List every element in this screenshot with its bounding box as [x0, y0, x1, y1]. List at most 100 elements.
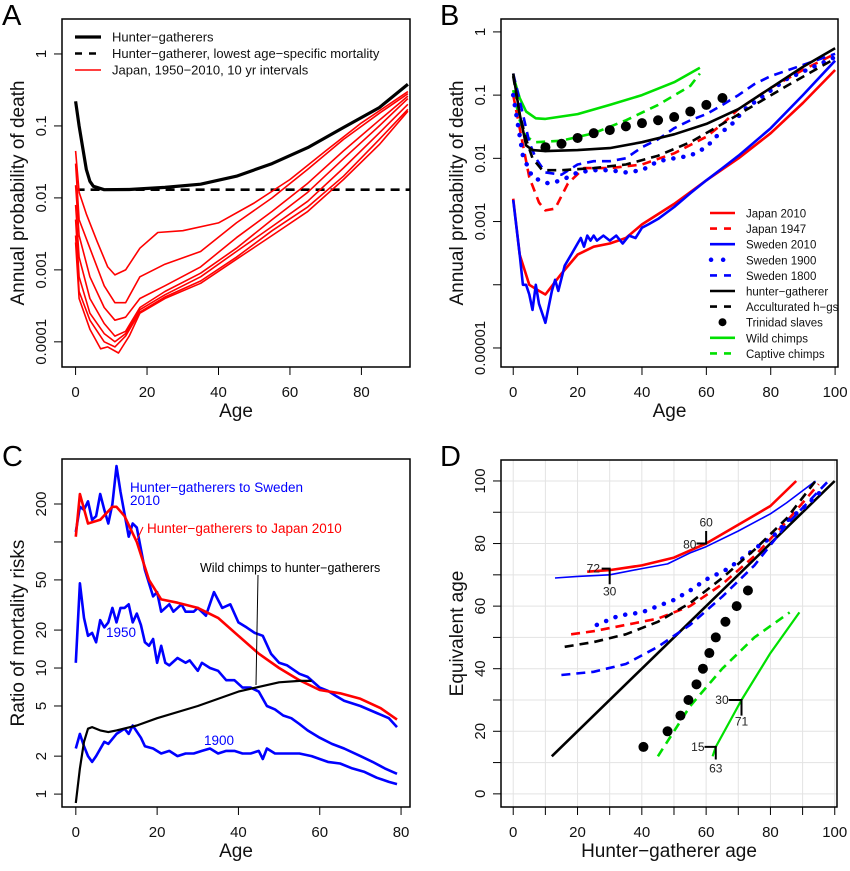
series-hunter-gatherer [511, 47, 836, 153]
legend-item: Japan 2010 [710, 209, 806, 221]
y-tick-label: 40 [472, 660, 489, 677]
plot-frame [500, 459, 838, 808]
data-point [540, 142, 551, 153]
series-line-2 [554, 480, 816, 579]
plot-frame [61, 18, 411, 368]
y-axis-label: Annual probability of death [447, 81, 468, 306]
series-trinidad-slaves [540, 93, 728, 153]
y-tick-label: 0.001 [33, 251, 50, 289]
data-point [701, 99, 712, 110]
data-point [685, 106, 696, 117]
x-tick-label: 80 [353, 384, 370, 401]
x-axis-label: Age [219, 401, 253, 422]
y-tick-label: 0.01 [472, 144, 489, 173]
y-axis-label: Equivalent age [447, 571, 468, 697]
legend-label: Hunter−gatherers [112, 30, 214, 45]
series-1900 [74, 724, 398, 786]
annotation-leader-line [255, 574, 259, 686]
plot-area [74, 82, 410, 354]
series-japan-1970 [74, 95, 409, 322]
x-tick-label: 20 [139, 384, 156, 401]
series-japan-1990 [74, 103, 409, 343]
annotation-bracket [728, 698, 743, 716]
y-tick-label: 0.0001 [33, 319, 50, 365]
series-line-4 [594, 488, 825, 628]
x-axis-label: Age [219, 841, 253, 862]
y-tick-label: 0.001 [472, 203, 489, 241]
x-tick-label: 100 [822, 824, 847, 841]
x-tick-label: 20 [149, 824, 166, 841]
annotation-label: 1950 [106, 625, 136, 640]
series-hunter-gatherers [74, 82, 409, 192]
legend-label: Sweden 1900 [746, 255, 816, 267]
x-tick-label: 20 [569, 824, 586, 841]
series-japan-2010 [74, 110, 409, 354]
series-1950 [74, 581, 398, 775]
data-point [669, 112, 680, 123]
series-hunter-gatherers-to-japan-2010 [74, 492, 398, 721]
series-japan-1950 [74, 90, 409, 276]
series-line-5 [564, 480, 817, 649]
plot-area [550, 480, 836, 758]
y-tick-label: 0 [472, 790, 489, 798]
annotation-label: 1900 [204, 733, 234, 748]
legend-marker [718, 318, 727, 327]
legend-label: Japan, 1950−2010, 10 yr intervals [112, 63, 309, 78]
data-point [604, 125, 615, 136]
y-axis-label: Ratio of mortality risks [8, 540, 29, 727]
data-point [675, 710, 686, 721]
x-tick-label: 80 [762, 384, 779, 401]
panel-d: D0 20 40 60 80 100020406080100Hunter−gatherer… [440, 441, 847, 862]
panel-letter: B [440, 0, 459, 32]
y-tick-label: 100 [472, 468, 489, 493]
series-line-1 [587, 480, 798, 573]
y-tick-label: 1 [472, 28, 489, 36]
annotation-bracket [601, 567, 611, 585]
annotation-label: 30 [715, 693, 729, 707]
legend: Japan 2010 Japan 1947 Sweden 2010 Sweden 19… [708, 209, 839, 361]
panel-letter: C [2, 441, 23, 473]
annotation-label: 71 [735, 714, 749, 728]
series-japan-2000 [74, 108, 409, 348]
x-tick-label: 40 [633, 824, 650, 841]
data-point [704, 648, 715, 659]
annotation-label: Wild chimps to hunter−gatherers [200, 561, 380, 575]
data-point [588, 128, 599, 139]
y-tick-label: 80 [472, 535, 489, 552]
x-tick-label: 60 [698, 824, 715, 841]
annotation-label: Hunter−gatherers to Japan 2010 [147, 521, 342, 536]
series-wild-chimps-to-hunter-gatherers [74, 679, 312, 804]
legend-label: Wild chimps [746, 333, 808, 345]
series-line-3 [570, 483, 820, 636]
legend-item: Trinidad slaves [718, 318, 823, 330]
data-point [717, 93, 728, 104]
y-tick-label: 20 [33, 622, 50, 639]
x-tick-label: 80 [393, 824, 410, 841]
y-tick-label: 5 [33, 702, 50, 710]
x-axis-label: Hunter−gatherer age [581, 841, 757, 862]
panel-a: A 0 20 40 60 80 1 0.1 0.01 0.001 0.0001 Age Annual p… [2, 0, 411, 422]
legend-item: Japan 1947 [710, 224, 806, 236]
plot-area [74, 464, 398, 804]
plot-frame [500, 18, 839, 368]
x-tick-label: 0 [71, 384, 79, 401]
y-tick-label: 10 [33, 660, 50, 677]
series-line-8 [711, 611, 801, 757]
x-tick-label: 40 [634, 384, 651, 401]
legend-label: Japan 2010 [746, 209, 806, 221]
x-tick-label: 60 [698, 384, 715, 401]
x-tick-label: 100 [823, 384, 848, 401]
x-tick-label: 60 [282, 384, 299, 401]
legend-item: Sweden 1800 [710, 271, 816, 283]
data-point [620, 121, 631, 132]
data-point [556, 138, 567, 149]
x-tick-label: 40 [210, 384, 227, 401]
y-axis-label: Annual probability of death [8, 81, 29, 306]
annotation-label: 80 [683, 538, 697, 552]
series-japan-1980 [74, 98, 409, 337]
y-tick-label: 20 [472, 723, 489, 740]
y-tick-label: 50 [33, 572, 50, 589]
data-point [691, 679, 702, 690]
